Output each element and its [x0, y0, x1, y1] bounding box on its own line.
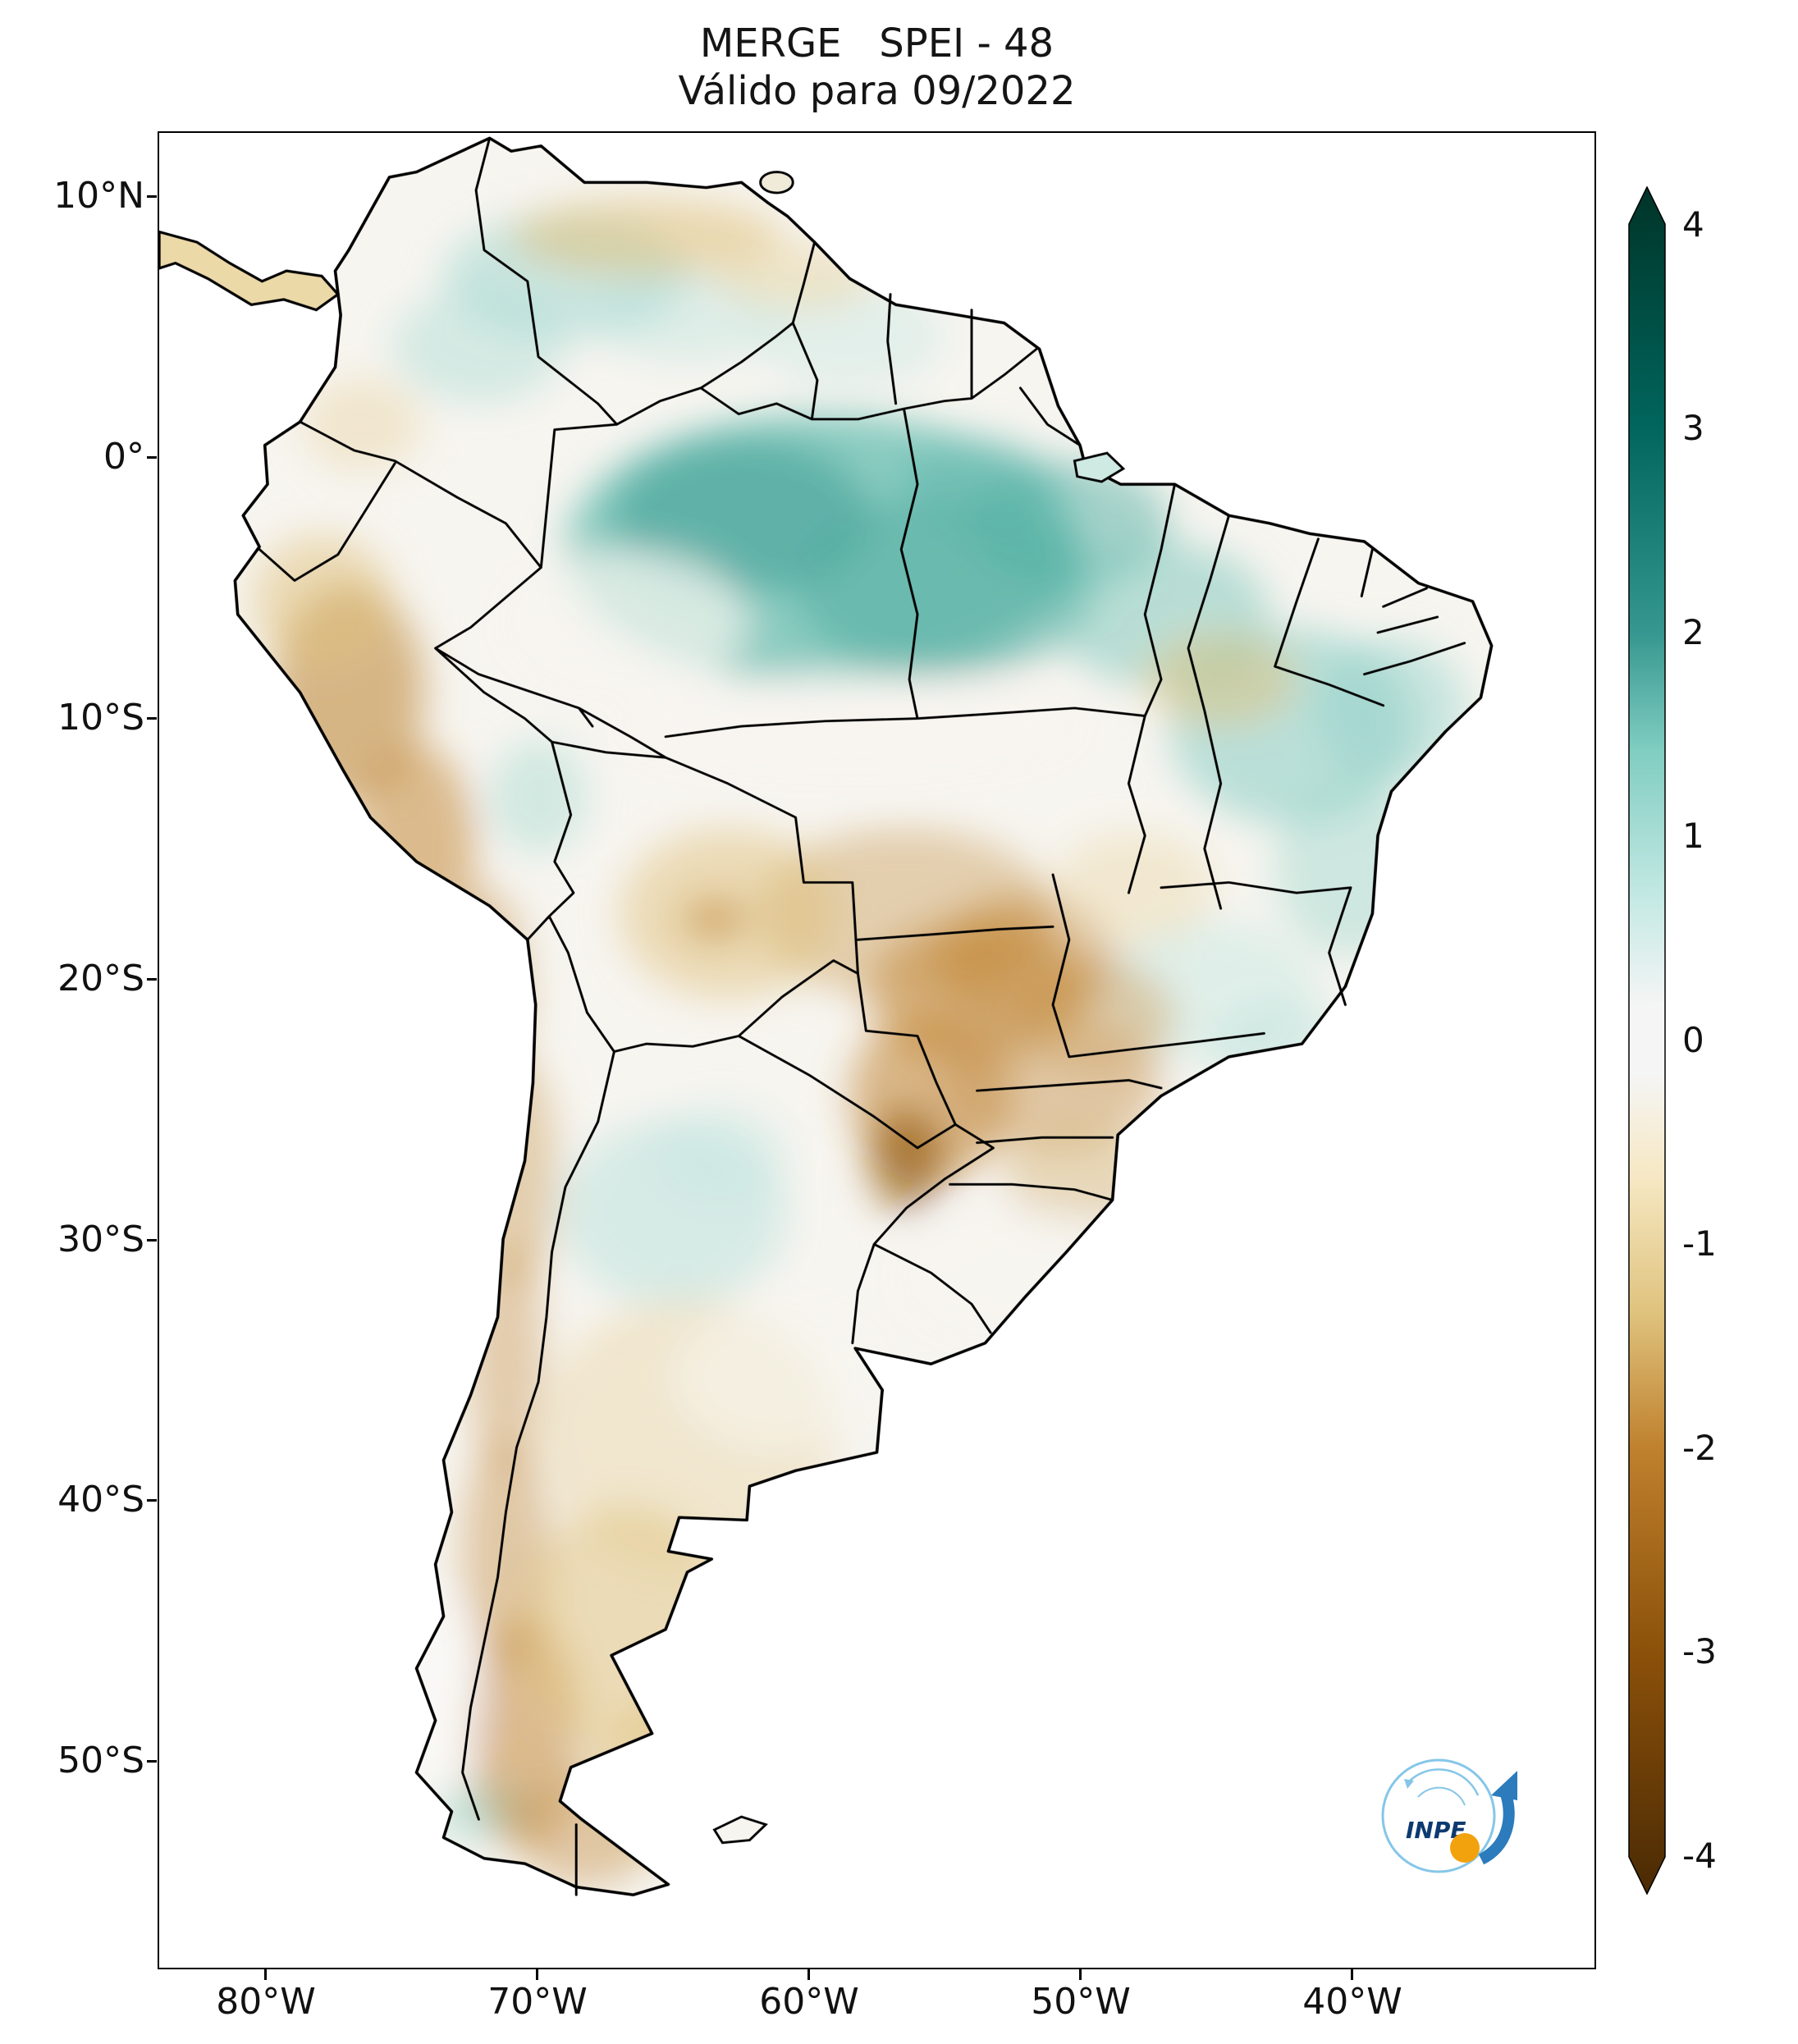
y-axis-tick	[147, 978, 157, 981]
y-tick-label: 0°	[103, 436, 144, 478]
colorbar-tick-label: 4	[1682, 204, 1704, 245]
colorbar-tick-label: -3	[1682, 1631, 1717, 1671]
title-block: MERGE SPEI - 48 Válido para 09/2022	[158, 20, 1596, 115]
colorbar	[1628, 185, 1666, 1895]
inpe-logo-swirl	[1407, 1768, 1480, 1796]
inpe-logo: INPE	[1381, 1758, 1517, 1873]
x-axis-tick	[1351, 1969, 1353, 1980]
y-axis-tick	[147, 456, 157, 459]
colorbar-tick-label: 3	[1682, 408, 1704, 448]
x-axis-tick	[536, 1969, 538, 1980]
x-tick-label: 60°W	[759, 1981, 859, 2023]
map-plot-area: INPE	[158, 131, 1596, 1969]
x-tick-label: 80°W	[216, 1981, 316, 2023]
y-axis-tick	[147, 195, 157, 198]
y-tick-label: 20°S	[57, 958, 144, 999]
inpe-logo-arrow	[1478, 1789, 1515, 1865]
inpe-logo-arrowhead	[1491, 1771, 1517, 1800]
y-tick-label: 50°S	[57, 1740, 144, 1781]
y-tick-label: 40°S	[57, 1479, 144, 1520]
x-axis-tick	[264, 1969, 267, 1980]
y-tick-label: 10°S	[57, 697, 144, 738]
marajo-island	[1073, 451, 1126, 483]
x-axis-tick	[807, 1969, 810, 1980]
central-america-strip	[159, 230, 341, 312]
figure-subtitle: Válido para 09/2022	[678, 68, 1076, 114]
colorbar-tick-label: -4	[1682, 1836, 1717, 1876]
colorbar-gradient	[1628, 185, 1666, 1895]
y-axis-tick	[147, 1760, 157, 1763]
inpe-logo-swirl-arrowhead	[1404, 1779, 1414, 1789]
x-tick-label: 40°W	[1302, 1981, 1402, 2023]
figure-title: MERGE SPEI - 48	[699, 21, 1055, 66]
colorbar-tick-label: 1	[1682, 816, 1704, 856]
x-tick-label: 50°W	[1031, 1981, 1131, 2023]
inpe-logo-orange-ball	[1450, 1833, 1480, 1863]
inpe-logo-swirl-inner	[1417, 1786, 1466, 1806]
colorbar-tick-label: 0	[1682, 1020, 1704, 1060]
southern-islands	[712, 1815, 768, 1845]
x-axis-tick	[1079, 1969, 1082, 1980]
south-america-map	[159, 136, 1494, 1896]
south-america-outline	[233, 136, 1494, 1896]
colorbar-tick-label: -1	[1682, 1223, 1717, 1264]
x-tick-label: 70°W	[487, 1981, 588, 2023]
colorbar-tick-label: 2	[1682, 612, 1704, 652]
y-tick-label: 30°S	[57, 1219, 144, 1260]
colorbar-tick-label: -2	[1682, 1428, 1717, 1468]
y-tick-label: 10°N	[53, 175, 144, 217]
y-axis-tick	[147, 1499, 157, 1502]
y-axis-tick	[147, 1239, 157, 1241]
trinidad-island	[759, 171, 794, 194]
y-axis-tick	[147, 717, 157, 720]
political-boundaries	[258, 136, 1466, 1896]
